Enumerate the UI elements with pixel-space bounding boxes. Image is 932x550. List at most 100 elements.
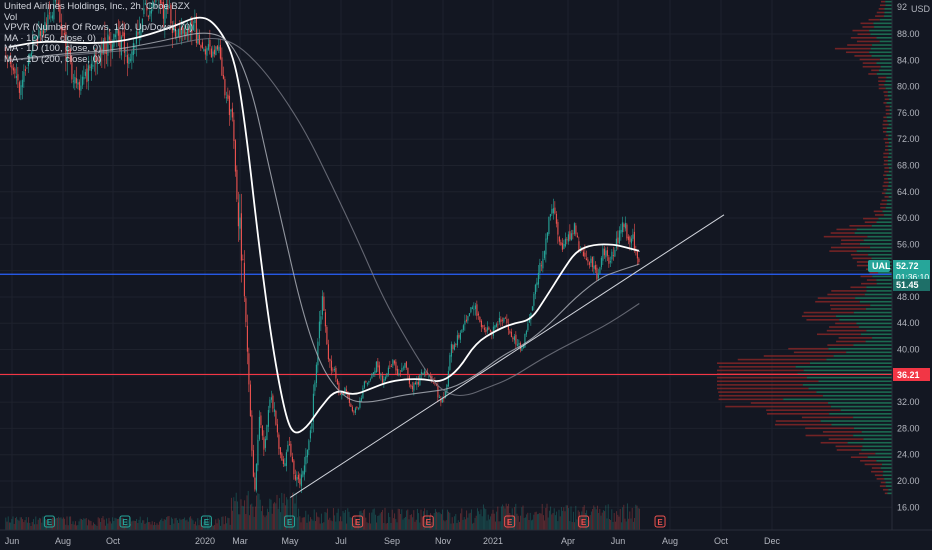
candle-body [81, 76, 83, 86]
vpvr-bar-down [830, 308, 866, 310]
volume-bar [376, 522, 378, 530]
candle-body [620, 229, 622, 234]
volume-bar [6, 521, 8, 530]
volume-bar [268, 511, 270, 530]
volume-bar [228, 518, 230, 530]
vpvr-bar-up [820, 420, 892, 422]
candle-body [569, 231, 571, 240]
volume-bar [341, 521, 343, 530]
volume-bar [487, 514, 489, 530]
candle-body [563, 243, 565, 249]
candle-body [90, 63, 92, 71]
candle-body [86, 68, 88, 83]
volume-bar [300, 522, 302, 530]
candle-body [414, 382, 416, 385]
candle-body [38, 29, 40, 38]
candle-body [189, 21, 191, 33]
time-tick-label: Jun [611, 536, 626, 546]
vpvr-bar-down [836, 449, 862, 451]
volume-bar [35, 516, 37, 530]
candle-body [527, 323, 529, 331]
candle-body [183, 28, 185, 36]
vpvr-bar-down [850, 253, 869, 256]
volume-bar [548, 510, 550, 530]
earnings-marker [283, 515, 295, 528]
volume-bar [467, 517, 469, 530]
candle-body [332, 369, 334, 371]
candle-body [396, 368, 398, 376]
candle-body [207, 44, 209, 50]
candle-body [551, 208, 553, 214]
volume-bar [474, 517, 476, 530]
candle-body [263, 437, 265, 450]
candle-body [255, 464, 257, 491]
candle-body [381, 375, 383, 383]
volume-bar [512, 515, 514, 530]
vpvr-bar-up [875, 452, 892, 455]
candle-body [614, 249, 616, 257]
earnings-marker-label: E [355, 518, 361, 527]
vpvr-bar-down [885, 109, 890, 111]
candle-body [479, 317, 481, 322]
candle-body [311, 423, 313, 429]
candle-body [63, 33, 65, 35]
volume-bar [402, 519, 404, 530]
vpvr-bar-up [886, 174, 892, 176]
volume-bar [408, 519, 410, 530]
vpvr-bar-up [881, 463, 892, 466]
volume-bar [137, 523, 139, 530]
volume-bar [232, 510, 234, 530]
vpvr-bar-down [860, 275, 873, 278]
volume-bar [444, 521, 446, 530]
candle-body [632, 234, 634, 239]
vpvr-bar-up [889, 109, 892, 111]
ma-line-100 [8, 32, 640, 403]
candle-body [464, 320, 466, 325]
candle-body [218, 46, 220, 51]
volume-bar [485, 509, 487, 530]
volume-bar [17, 519, 19, 530]
volume-bar [61, 518, 63, 530]
time-scale[interactable]: Jun Aug Oct 2020 Mar May Jul Sep Nov 2021 Apr Jun Au… [0, 529, 932, 546]
volume-bar [503, 506, 505, 530]
candle-body [435, 384, 437, 386]
volume-bar [175, 517, 177, 530]
candle-body [626, 224, 628, 239]
candle-body [570, 233, 572, 241]
candle-body [371, 373, 373, 379]
volume-bar [278, 498, 280, 530]
vpvr-bar-down [878, 80, 886, 82]
volume-bar [482, 504, 484, 530]
volume-bar [478, 511, 480, 530]
volume-bar [316, 512, 318, 530]
vpvr-bar-up [872, 337, 892, 339]
volume-bar [574, 522, 576, 530]
volume-bar [262, 505, 264, 530]
volume-bar [55, 518, 57, 530]
volume-bar [509, 512, 511, 530]
candle-body [104, 37, 106, 54]
vpvr-bar-down [880, 481, 886, 484]
vpvr-bar-down [829, 250, 857, 252]
candle-body [144, 3, 146, 5]
candle-body [399, 373, 401, 375]
volume-bar [569, 521, 571, 530]
volume-bar [258, 493, 260, 530]
trendline[interactable] [290, 214, 725, 498]
volume-bar [277, 508, 279, 530]
candle-body [182, 27, 184, 34]
volume-bar [224, 516, 226, 530]
vpvr-bar-down [717, 376, 807, 379]
volume-bar [461, 508, 463, 530]
candle-body [305, 455, 307, 465]
candle-body [549, 214, 551, 217]
currency-label[interactable]: USD [911, 4, 931, 14]
volume-bar [373, 508, 375, 530]
vpvr-bar-down [883, 138, 888, 140]
volume-bar [283, 493, 285, 530]
candle-body [261, 425, 263, 436]
candle-body [48, 12, 50, 14]
vpvr-bar-down [718, 391, 817, 393]
